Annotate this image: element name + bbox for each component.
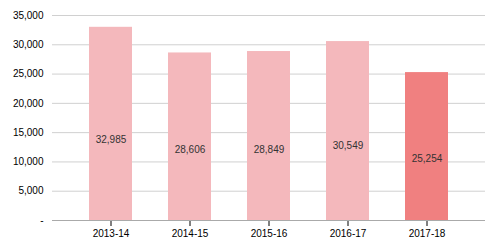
svg-text:25,000: 25,000 — [13, 68, 44, 79]
svg-text:2017-18: 2017-18 — [409, 228, 446, 239]
svg-text:30,000: 30,000 — [13, 39, 44, 50]
svg-text:15,000: 15,000 — [13, 127, 44, 138]
svg-text:25,254: 25,254 — [412, 153, 443, 164]
svg-text:2013-14: 2013-14 — [93, 228, 130, 239]
svg-text:10,000: 10,000 — [13, 156, 44, 167]
svg-text:30,549: 30,549 — [333, 140, 364, 151]
svg-text:-: - — [40, 215, 43, 226]
svg-text:28,849: 28,849 — [254, 144, 285, 155]
svg-text:20,000: 20,000 — [13, 98, 44, 109]
svg-text:28,606: 28,606 — [175, 144, 206, 155]
svg-text:32,985: 32,985 — [96, 134, 127, 145]
svg-text:5,000: 5,000 — [18, 185, 43, 196]
svg-text:35,000: 35,000 — [13, 10, 44, 21]
svg-text:2015-16: 2015-16 — [251, 228, 288, 239]
svg-text:2014-15: 2014-15 — [172, 228, 209, 239]
svg-text:2016-17: 2016-17 — [330, 228, 367, 239]
